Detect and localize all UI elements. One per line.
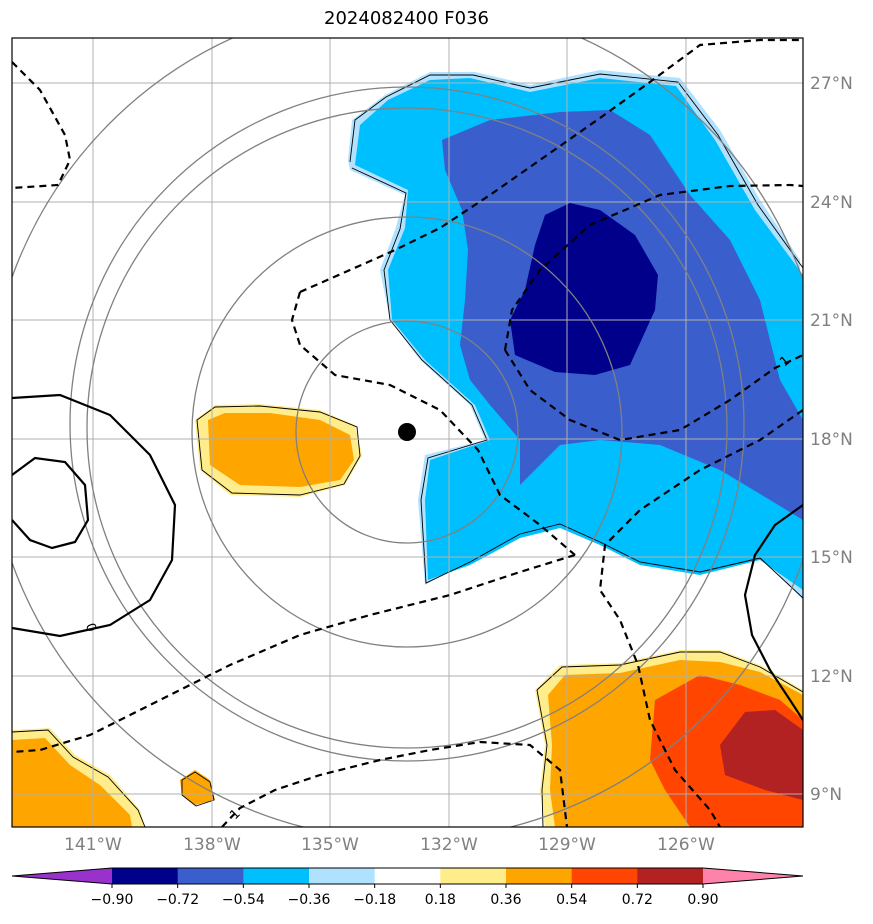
colorbar-label: 0.36 xyxy=(490,892,521,908)
colorbar-label: 0.72 xyxy=(622,892,653,908)
contour-label: 0 xyxy=(82,621,99,634)
lon-tick-label: 141°W xyxy=(64,835,122,855)
storm-center-marker xyxy=(398,423,416,441)
colorbar-bin xyxy=(112,868,179,884)
colorbar-bin xyxy=(374,868,441,884)
map-title: 2024082400 F036 xyxy=(324,8,489,29)
colorbar-label: −0.72 xyxy=(156,892,199,908)
fill-outline-west xyxy=(196,405,361,496)
lat-tick-label: 24°N xyxy=(810,193,853,213)
colorbar-label: 0.54 xyxy=(556,892,587,908)
positive-field-west-orange xyxy=(208,413,354,487)
colorbar-bin xyxy=(177,868,244,884)
lon-tick-label: 138°W xyxy=(183,835,241,855)
colorbar-label: −0.54 xyxy=(222,892,265,908)
colorbar-label: −0.90 xyxy=(91,892,134,908)
gridlines xyxy=(12,38,803,827)
fill-outline xyxy=(349,73,803,599)
lon-axis-labels: 141°W 138°W 135°W 132°W 129°W 126°W xyxy=(64,835,715,855)
negative-field-core xyxy=(510,203,658,375)
range-rings xyxy=(12,38,803,827)
colorbar-bin xyxy=(571,868,638,884)
lon-tick-label: 126°W xyxy=(657,835,715,855)
lon-tick-label: 132°W xyxy=(420,835,478,855)
colorbar-bin xyxy=(309,868,376,884)
colorbar-bin xyxy=(637,868,704,884)
colorbar-bin xyxy=(506,868,573,884)
lon-tick-label: 135°W xyxy=(301,835,359,855)
positive-field-small xyxy=(180,770,215,805)
colorbar-label: 0.90 xyxy=(687,892,718,908)
lon-tick-label: 129°W xyxy=(538,835,596,855)
positive-field-southeast-firebrick xyxy=(720,710,803,800)
lat-tick-label: 21°N xyxy=(810,311,853,331)
colorbar: −0.90 −0.72 −0.54 −0.36 −0.18 0.18 0.36 0.54 0.7… xyxy=(11,867,804,908)
map-plot-area: 1 0 1 xyxy=(12,38,803,827)
colorbar-extend-high xyxy=(703,868,803,884)
positive-field-southwest-orange xyxy=(12,738,132,827)
colorbar-bin xyxy=(440,868,507,884)
contour-label: 1 xyxy=(227,806,243,822)
colorbar-extend-low xyxy=(12,868,112,884)
solid-contours xyxy=(12,393,803,721)
lat-axis-labels: 27°N 24°N 21°N 18°N 15°N 12°N 9°N xyxy=(810,74,853,805)
colorbar-label: 0.18 xyxy=(425,892,456,908)
lat-tick-label: 18°N xyxy=(810,430,853,450)
dashed-contours xyxy=(12,38,803,827)
lat-tick-label: 15°N xyxy=(810,548,853,568)
lat-tick-label: 12°N xyxy=(810,667,853,687)
lat-tick-label: 27°N xyxy=(810,74,853,94)
fill-outline-southwest xyxy=(12,729,215,827)
colorbar-label: −0.18 xyxy=(353,892,396,908)
colorbar-bin xyxy=(243,868,310,884)
lat-tick-label: 9°N xyxy=(810,785,842,805)
colorbar-label: −0.36 xyxy=(288,892,331,908)
map-frame xyxy=(11,37,804,828)
